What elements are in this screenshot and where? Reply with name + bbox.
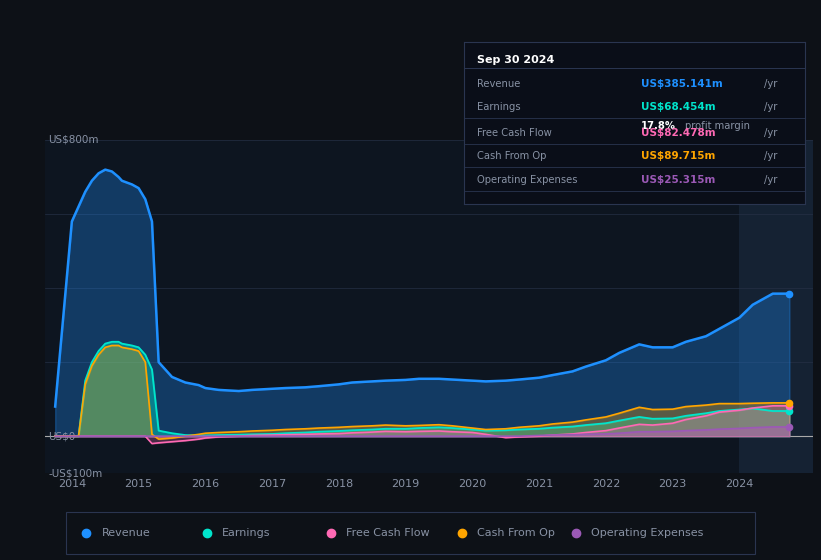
Text: 17.8%: 17.8% <box>641 122 676 132</box>
Text: profit margin: profit margin <box>686 122 750 132</box>
Text: Sep 30 2024: Sep 30 2024 <box>478 55 555 65</box>
Text: Earnings: Earnings <box>478 102 521 112</box>
Text: US$89.715m: US$89.715m <box>641 151 715 161</box>
Text: Cash From Op: Cash From Op <box>477 529 555 538</box>
Text: US$0: US$0 <box>48 431 76 441</box>
Text: /yr: /yr <box>764 102 777 112</box>
Text: Earnings: Earnings <box>222 529 271 538</box>
Text: US$25.315m: US$25.315m <box>641 175 715 185</box>
Text: /yr: /yr <box>764 151 777 161</box>
Text: Revenue: Revenue <box>478 79 521 89</box>
Text: Operating Expenses: Operating Expenses <box>591 529 704 538</box>
Bar <box>740 140 813 473</box>
Text: /yr: /yr <box>764 79 777 89</box>
Text: US$800m: US$800m <box>48 135 99 145</box>
Text: -US$100m: -US$100m <box>48 468 103 478</box>
Text: US$68.454m: US$68.454m <box>641 102 716 112</box>
Text: US$385.141m: US$385.141m <box>641 79 722 89</box>
Text: /yr: /yr <box>764 175 777 185</box>
Text: Operating Expenses: Operating Expenses <box>478 175 578 185</box>
Text: Free Cash Flow: Free Cash Flow <box>478 128 553 138</box>
Text: /yr: /yr <box>764 128 777 138</box>
Text: US$82.478m: US$82.478m <box>641 128 716 138</box>
Text: Free Cash Flow: Free Cash Flow <box>346 529 430 538</box>
Text: Cash From Op: Cash From Op <box>478 151 547 161</box>
Text: Revenue: Revenue <box>102 529 150 538</box>
